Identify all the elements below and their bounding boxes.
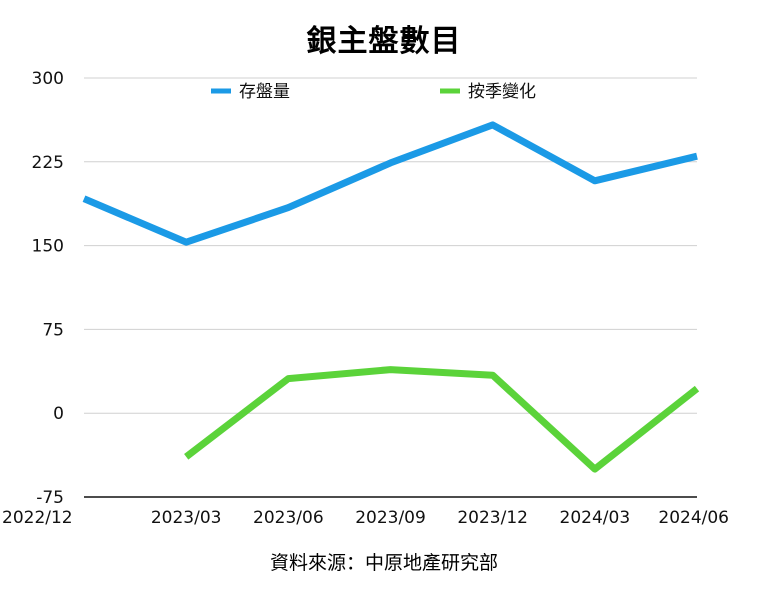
source-note: 資料來源：中原地產研究部 xyxy=(269,552,498,574)
x-tick-label: 2023/03 xyxy=(151,508,222,528)
series-lines xyxy=(82,121,700,473)
x-tick-label: 2024/03 xyxy=(560,508,631,528)
y-tick-label: 0 xyxy=(53,404,64,424)
y-tick-label: 75 xyxy=(42,320,64,340)
x-axis-ticks: 2022/12 2023/03 2023/06 2023/09 2023/12 2024/… xyxy=(2,508,729,528)
y-tick-label: -75 xyxy=(36,488,64,508)
gridlines xyxy=(84,77,697,498)
x-tick-label: 2023/09 xyxy=(355,508,426,528)
x-tick-label: 2023/12 xyxy=(457,508,528,528)
legend: 存盤量 按季變化 xyxy=(211,82,536,102)
y-tick-label: 150 xyxy=(32,237,64,257)
x-tick-label: 2023/06 xyxy=(253,508,324,528)
legend-label-1: 存盤量 xyxy=(239,82,290,102)
x-tick-label: 2024/06 xyxy=(658,508,729,528)
x-tick-label: 2022/12 xyxy=(2,508,73,528)
chart-title: 銀主盤數目 xyxy=(306,24,462,59)
series-line-2 xyxy=(184,366,700,473)
y-tick-label: 300 xyxy=(32,69,64,89)
y-tick-label: 225 xyxy=(32,153,64,173)
series-line-1 xyxy=(82,121,698,246)
legend-label-2: 按季變化 xyxy=(468,82,536,102)
y-axis-ticks: 300 225 150 75 0 -75 xyxy=(32,69,64,508)
